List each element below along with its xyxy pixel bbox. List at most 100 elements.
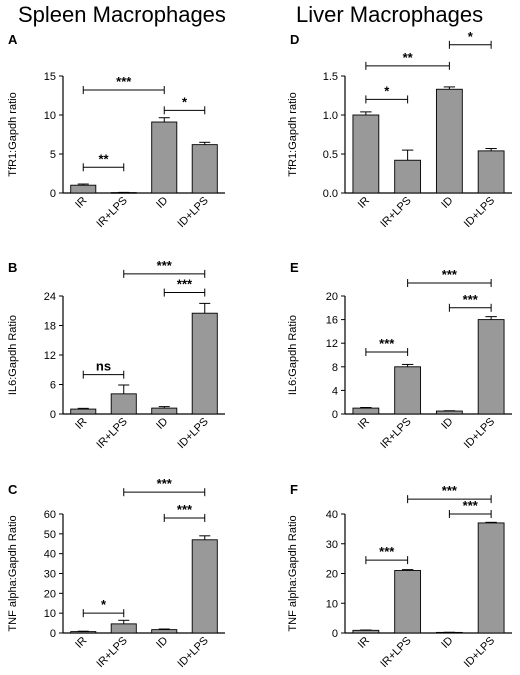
panel-b-sig-label: *** <box>157 258 173 273</box>
panel-f-y-tick-label: 20 <box>326 569 338 581</box>
panel-b-y-tick-label: 18 <box>44 321 56 333</box>
panel-a-x-tick-label: IR <box>73 195 89 211</box>
panel-a-x-tick-label: ID+LPS <box>175 195 211 231</box>
panel-e-y-tick-label: 8 <box>332 362 338 374</box>
panel-b-x-tick-label: IR+LPS <box>94 416 130 452</box>
panel-b-bar <box>110 393 137 415</box>
panel-e-bar <box>435 410 463 415</box>
panel-f-y-tick-label: 30 <box>326 539 338 551</box>
panel-b-y-axis-label: IL6:Gapdh Ratio <box>7 315 19 395</box>
right-column-title: Liver Macrophages <box>296 2 484 27</box>
panel-f-y-axis-label: TNF alpha:Gapdh Ratio <box>287 515 299 631</box>
panel-e-y-axis-label: IL6:Gapdh Ratio <box>287 315 299 395</box>
panel-f-x-tick-label: ID <box>439 635 455 651</box>
panel-letter-d: D <box>290 32 300 47</box>
panel-a-sig-label: *** <box>116 74 132 89</box>
panel-d-bar <box>352 114 380 194</box>
panel-e-sig-label: *** <box>379 336 395 351</box>
panel-a-y-tick-label: 15 <box>44 71 56 83</box>
panel-a-sig-label: ** <box>98 151 109 166</box>
panel-d-bar <box>435 88 463 194</box>
panel-c-y-tick-label: 50 <box>44 529 56 541</box>
panel-b-sig-label: ns <box>96 359 111 374</box>
panel-d-y-tick-label: 0.5 <box>323 149 338 161</box>
panel-a-y-tick-label: 10 <box>44 110 56 122</box>
panel-letter-a: A <box>8 32 18 47</box>
panel-c-x-tick-label: IR+LPS <box>94 635 130 671</box>
panel-e-x-tick-label: ID <box>439 416 455 432</box>
panel-d-x-tick-label: ID <box>439 195 455 211</box>
panel-e-bar <box>394 366 422 415</box>
panel-b-x-tick-label: IR <box>73 416 89 432</box>
panel-e-y-tick-label: 16 <box>326 315 338 327</box>
panel-d-x-tick-label: IR <box>356 195 372 211</box>
panel-f-x-tick-label: IR+LPS <box>378 635 414 671</box>
panel-d-x-tick-label: IR+LPS <box>378 195 414 231</box>
panel-c-y-tick-label: 10 <box>44 608 56 620</box>
panel-letter-e: E <box>290 260 299 275</box>
panel-f-bar <box>477 522 505 634</box>
panel-letter-c: C <box>8 482 18 497</box>
panel-f-y-tick-label: 0 <box>332 628 338 640</box>
panel-e-x-tick-label: IR <box>356 416 372 432</box>
panel-e-x-tick-label: IR+LPS <box>378 416 414 452</box>
panel-e-bar <box>352 407 380 415</box>
panel-e-sig-label: *** <box>442 267 458 282</box>
panel-b-bar <box>191 312 218 415</box>
panel-a-sig-label: * <box>182 94 188 109</box>
panel-c-y-tick-label: 30 <box>44 569 56 581</box>
panel-d-sig-label: * <box>384 83 390 98</box>
panel-f-x-tick-label: IR <box>356 635 372 651</box>
panel-a-bar <box>151 121 178 194</box>
panel-b-x-tick-label: ID+LPS <box>175 416 211 452</box>
panel-f-bar <box>352 629 380 634</box>
panel-b-bar <box>70 408 97 415</box>
panel-c-sig-label: *** <box>157 476 173 491</box>
panel-letter-f: F <box>290 482 298 497</box>
panel-b-y-tick-label: 6 <box>50 380 56 392</box>
panel-e-bar <box>477 319 505 415</box>
panel-c-bar <box>191 539 218 634</box>
panel-f-sig-label: *** <box>463 498 479 513</box>
panel-f-sig-label: *** <box>379 544 395 559</box>
panel-b-y-tick-label: 0 <box>50 409 56 421</box>
panel-f-y-tick-label: 10 <box>326 598 338 610</box>
panel-c-y-tick-label: 20 <box>44 588 56 600</box>
panel-f-y-tick-label: 40 <box>326 509 338 521</box>
panel-e-sig-label: *** <box>463 292 479 307</box>
panel-b-y-tick-label: 24 <box>44 291 56 303</box>
panel-b-y-tick-label: 12 <box>44 350 56 362</box>
panel-b-x-tick-label: ID <box>154 416 170 432</box>
panel-f-bar <box>394 570 422 634</box>
panel-d-y-axis-label: TfR1:Gapdh ratio <box>287 92 299 176</box>
panel-d-bar <box>394 159 422 194</box>
panel-c-bar <box>110 623 137 634</box>
panel-c-x-tick-label: ID+LPS <box>175 635 211 671</box>
panel-c-y-tick-label: 40 <box>44 549 56 561</box>
panel-letter-b: B <box>8 260 18 275</box>
panel-a-y-axis-label: TfR1:Gapdh ratio <box>7 92 19 176</box>
panel-c-y-tick-label: 60 <box>44 509 56 521</box>
panel-c-y-axis-label: TNF alpha:Gapdh Ratio <box>7 515 19 631</box>
panel-b-sig-label: *** <box>177 277 193 292</box>
panel-d-y-tick-label: 0.0 <box>323 188 338 200</box>
panel-b-bar <box>151 407 178 415</box>
panel-c-x-tick-label: ID <box>154 635 170 651</box>
panel-a-x-tick-label: ID <box>154 195 170 211</box>
left-column-title: Spleen Macrophages <box>18 2 226 27</box>
panel-d-x-tick-label: ID+LPS <box>462 195 498 231</box>
panel-d-y-tick-label: 1.5 <box>323 71 338 83</box>
panel-a-y-tick-label: 0 <box>50 188 56 200</box>
panel-c-bar <box>151 629 178 634</box>
panel-f-x-tick-label: ID+LPS <box>462 635 498 671</box>
panel-d-y-tick-label: 1.0 <box>323 110 338 122</box>
panel-d-bar <box>477 150 505 194</box>
panel-c-bar <box>70 631 97 634</box>
panel-d-sig-label: * <box>468 29 474 44</box>
panel-e-x-tick-label: ID+LPS <box>462 416 498 452</box>
panel-a-bar <box>70 184 97 194</box>
panel-e-y-tick-label: 4 <box>332 385 338 397</box>
panel-c-sig-label: *** <box>177 502 193 517</box>
panel-e-y-tick-label: 12 <box>326 338 338 350</box>
